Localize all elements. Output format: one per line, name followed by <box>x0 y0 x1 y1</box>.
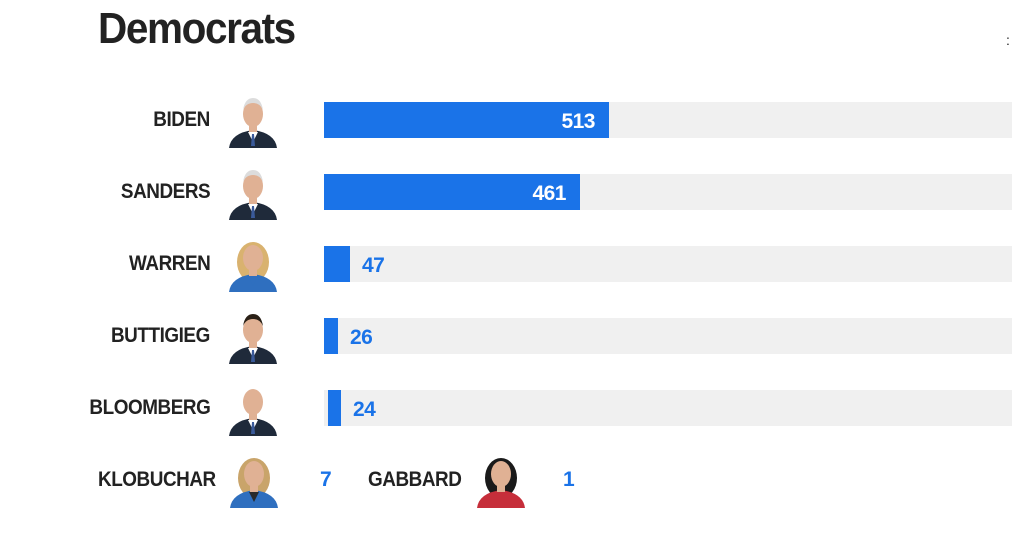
data-label: 24 <box>353 398 376 421</box>
candidate-photo-icon <box>224 380 282 436</box>
bar-track: 513 <box>324 102 1012 138</box>
candidate-name: WARREN <box>128 252 211 275</box>
candidate-name: SANDERS <box>120 180 211 203</box>
candidate-name: KLOBUCHAR <box>98 468 216 491</box>
candidate-row: WARREN 47 <box>0 236 1012 292</box>
candidate-name: GABBARD <box>368 468 462 491</box>
candidate-name: BIDEN <box>153 108 210 131</box>
bar-track: 24 <box>324 390 1012 426</box>
data-label: 1 <box>563 468 575 491</box>
bar-fill <box>324 318 338 354</box>
candidate-row: BLOOMBERG 24 <box>0 380 1012 436</box>
candidate-row: BIDEN 513 <box>0 92 1012 148</box>
candidate-row: KLOBUCHAR 7 GABBARD 1 <box>0 452 1012 508</box>
data-label: 47 <box>362 254 385 277</box>
bar-fill <box>324 174 580 210</box>
data-label: 513 <box>561 110 595 133</box>
bar-fill <box>324 102 609 138</box>
candidate-photo-icon <box>224 92 282 148</box>
data-label: 461 <box>532 182 566 205</box>
bar-track: 461 <box>324 174 1012 210</box>
chart-title: Democrats <box>98 4 296 53</box>
candidate-photo-icon <box>224 164 282 220</box>
candidate-photo-icon <box>224 236 282 292</box>
candidate-row: SANDERS 461 <box>0 164 1012 220</box>
bar-fill <box>324 246 350 282</box>
candidate-name: BUTTIGIEG <box>111 324 210 347</box>
bar-track: 26 <box>324 318 1012 354</box>
candidate-row: BUTTIGIEG 26 <box>0 308 1012 364</box>
truncated-edge-text: : <box>1006 32 1010 48</box>
candidate-photo-icon <box>225 452 283 508</box>
data-label: 26 <box>350 326 373 349</box>
candidate-name: BLOOMBERG <box>89 396 210 419</box>
data-label: 7 <box>320 468 332 491</box>
bar-fill <box>328 390 341 426</box>
candidate-photo-icon <box>224 308 282 364</box>
bar-track: 47 <box>324 246 1012 282</box>
candidate-photo-icon <box>472 452 530 508</box>
